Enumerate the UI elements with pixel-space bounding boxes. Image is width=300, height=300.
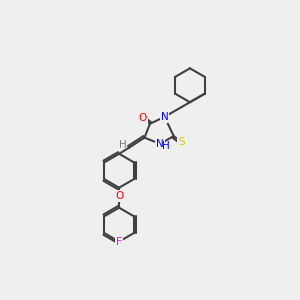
Text: S: S (178, 137, 185, 147)
Text: O: O (139, 113, 147, 123)
Text: F: F (116, 237, 122, 247)
Text: O: O (115, 191, 123, 201)
Text: H: H (162, 141, 170, 151)
Text: H: H (119, 140, 127, 150)
Text: N: N (161, 112, 168, 122)
Text: N: N (156, 139, 164, 149)
